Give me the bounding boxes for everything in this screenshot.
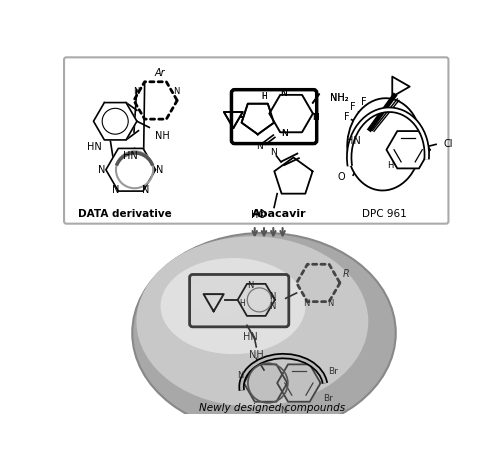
Text: N: N	[280, 89, 287, 98]
Text: O: O	[338, 172, 345, 182]
Text: NH: NH	[154, 132, 170, 141]
Text: HO: HO	[252, 210, 266, 220]
Text: H: H	[239, 299, 244, 308]
Text: NH₂: NH₂	[330, 93, 348, 103]
Ellipse shape	[132, 233, 396, 433]
Text: N: N	[156, 165, 164, 175]
Polygon shape	[277, 365, 320, 402]
Text: N: N	[98, 165, 105, 175]
Polygon shape	[244, 365, 287, 402]
Text: N: N	[270, 292, 276, 300]
Polygon shape	[386, 131, 430, 168]
Text: N: N	[280, 406, 286, 415]
Text: HN: HN	[124, 151, 138, 161]
Text: N: N	[256, 142, 262, 151]
FancyBboxPatch shape	[190, 274, 289, 327]
FancyBboxPatch shape	[232, 90, 316, 144]
FancyBboxPatch shape	[64, 57, 448, 224]
Text: NH: NH	[249, 350, 264, 359]
Text: DATA derivative: DATA derivative	[78, 209, 172, 219]
Polygon shape	[238, 284, 275, 316]
Polygon shape	[270, 95, 313, 132]
Text: N: N	[328, 299, 334, 308]
Text: N: N	[238, 371, 244, 380]
Text: N: N	[282, 129, 288, 138]
Text: H: H	[387, 161, 394, 170]
Text: N: N	[282, 129, 288, 138]
Text: NH₂: NH₂	[330, 93, 348, 103]
Text: HN: HN	[346, 135, 361, 146]
Text: N: N	[312, 113, 320, 122]
Text: N: N	[280, 89, 287, 98]
Ellipse shape	[160, 258, 306, 354]
Text: Newly designed compounds: Newly designed compounds	[198, 404, 345, 413]
Ellipse shape	[347, 98, 421, 191]
Text: N: N	[270, 301, 276, 311]
Text: N: N	[247, 280, 253, 290]
Text: HN: HN	[242, 332, 258, 342]
Text: N: N	[112, 185, 119, 194]
Text: H: H	[261, 92, 267, 101]
Text: F: F	[350, 102, 356, 113]
Text: HN: HN	[88, 142, 102, 152]
Text: N: N	[134, 86, 140, 96]
Text: Br: Br	[324, 394, 334, 403]
Text: Ar: Ar	[154, 68, 164, 78]
Text: N: N	[270, 147, 276, 157]
Text: Br: Br	[328, 367, 338, 376]
Text: F: F	[361, 97, 367, 107]
Text: H: H	[261, 92, 267, 101]
Text: N: N	[302, 299, 309, 308]
Text: R: R	[343, 269, 349, 279]
Text: Cl: Cl	[444, 139, 454, 149]
Ellipse shape	[188, 274, 254, 314]
Text: N: N	[312, 113, 320, 122]
Text: N: N	[172, 86, 179, 96]
Text: Abacavir: Abacavir	[252, 209, 307, 219]
Polygon shape	[270, 95, 313, 132]
Text: F: F	[344, 113, 350, 122]
Polygon shape	[106, 148, 156, 191]
Text: N: N	[142, 185, 149, 194]
Ellipse shape	[136, 236, 368, 406]
Text: DPC 961: DPC 961	[362, 209, 406, 219]
Polygon shape	[94, 103, 137, 140]
